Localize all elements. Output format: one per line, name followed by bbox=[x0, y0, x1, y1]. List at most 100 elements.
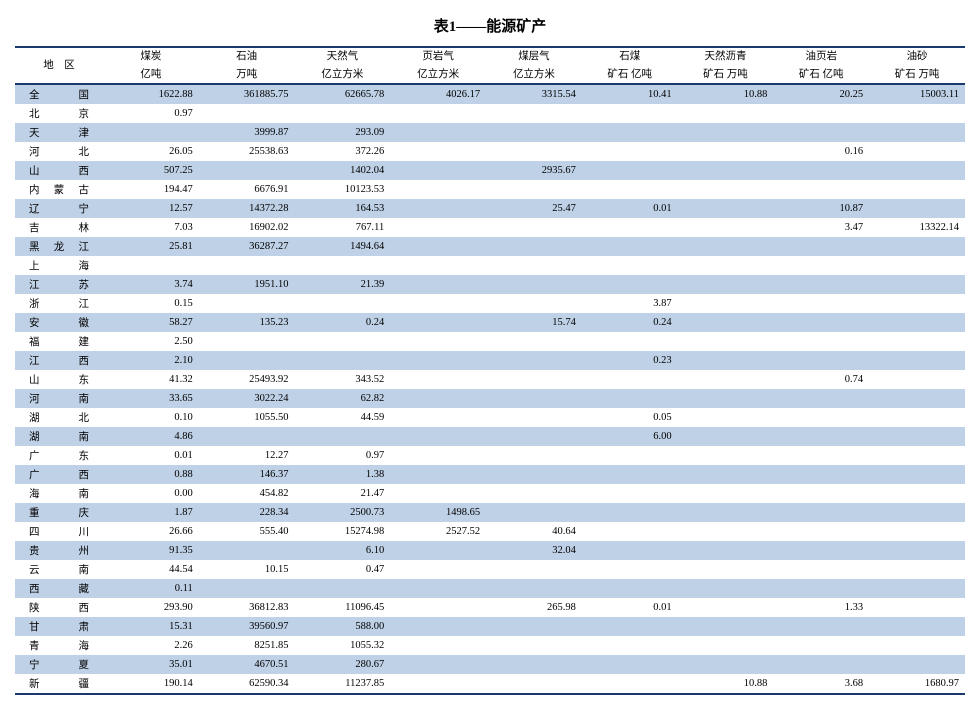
data-cell: 0.88 bbox=[103, 465, 199, 484]
data-cell: 293.09 bbox=[295, 123, 391, 142]
data-cell bbox=[486, 142, 582, 161]
region-cell: 内蒙古 bbox=[15, 180, 103, 199]
region-cell: 贵州 bbox=[15, 541, 103, 560]
data-cell bbox=[869, 104, 965, 123]
region-cell: 广东 bbox=[15, 446, 103, 465]
data-cell bbox=[773, 408, 869, 427]
data-cell bbox=[582, 123, 678, 142]
data-cell bbox=[582, 161, 678, 180]
data-cell bbox=[582, 180, 678, 199]
data-cell: 6.10 bbox=[295, 541, 391, 560]
data-cell bbox=[869, 180, 965, 199]
table-title: 表1——能源矿产 bbox=[15, 15, 965, 36]
data-cell bbox=[869, 142, 965, 161]
region-cell: 天津 bbox=[15, 123, 103, 142]
table-row: 辽宁12.5714372.28164.5325.470.0110.87 bbox=[15, 199, 965, 218]
data-cell: 91.35 bbox=[103, 541, 199, 560]
data-cell: 194.47 bbox=[103, 180, 199, 199]
data-cell: 16902.02 bbox=[199, 218, 295, 237]
data-cell: 26.66 bbox=[103, 522, 199, 541]
region-cell: 重庆 bbox=[15, 503, 103, 522]
data-cell: 14372.28 bbox=[199, 199, 295, 218]
data-cell bbox=[390, 560, 486, 579]
energy-minerals-table: 地 区煤炭石油天然气页岩气煤层气石煤天然沥青油页岩油砂 亿吨万吨亿立方米亿立方米… bbox=[15, 46, 965, 695]
data-cell bbox=[678, 446, 774, 465]
data-cell: 44.54 bbox=[103, 560, 199, 579]
data-cell bbox=[295, 351, 391, 370]
data-cell bbox=[678, 636, 774, 655]
data-cell bbox=[869, 503, 965, 522]
data-cell bbox=[582, 522, 678, 541]
table-row: 黑龙江25.8136287.271494.64 bbox=[15, 237, 965, 256]
data-cell bbox=[678, 427, 774, 446]
region-cell: 四川 bbox=[15, 522, 103, 541]
region-cell: 云南 bbox=[15, 560, 103, 579]
data-cell: 25493.92 bbox=[199, 370, 295, 389]
table-row: 新疆190.1462590.3411237.8510.883.681680.97 bbox=[15, 674, 965, 694]
data-cell bbox=[773, 389, 869, 408]
data-cell: 58.27 bbox=[103, 313, 199, 332]
data-cell bbox=[869, 199, 965, 218]
data-cell: 372.26 bbox=[295, 142, 391, 161]
table-row: 山东41.3225493.92343.520.74 bbox=[15, 370, 965, 389]
col-unit-6: 矿石 亿吨 bbox=[582, 66, 678, 85]
data-cell: 507.25 bbox=[103, 161, 199, 180]
data-cell: 11096.45 bbox=[295, 598, 391, 617]
data-cell bbox=[390, 142, 486, 161]
data-cell: 25.47 bbox=[486, 199, 582, 218]
col-header-3: 天然气 bbox=[295, 47, 391, 66]
col-header-9: 油砂 bbox=[869, 47, 965, 66]
data-cell bbox=[390, 446, 486, 465]
data-cell bbox=[390, 408, 486, 427]
data-cell bbox=[678, 541, 774, 560]
region-cell: 黑龙江 bbox=[15, 237, 103, 256]
data-cell: 7.03 bbox=[103, 218, 199, 237]
data-cell: 588.00 bbox=[295, 617, 391, 636]
data-cell bbox=[486, 389, 582, 408]
region-cell: 宁夏 bbox=[15, 655, 103, 674]
table-body: 全国1622.88361885.7562665.784026.173315.54… bbox=[15, 84, 965, 694]
data-cell: 33.65 bbox=[103, 389, 199, 408]
table-row: 重庆1.87228.342500.731498.65 bbox=[15, 503, 965, 522]
data-cell: 0.10 bbox=[103, 408, 199, 427]
region-cell: 安徽 bbox=[15, 313, 103, 332]
region-cell: 全国 bbox=[15, 84, 103, 104]
data-cell bbox=[869, 427, 965, 446]
data-cell: 4670.51 bbox=[199, 655, 295, 674]
data-cell: 10.15 bbox=[199, 560, 295, 579]
region-cell: 上海 bbox=[15, 256, 103, 275]
data-cell bbox=[869, 560, 965, 579]
data-cell bbox=[678, 294, 774, 313]
table-row: 吉林7.0316902.02767.113.4713322.14 bbox=[15, 218, 965, 237]
data-cell bbox=[199, 579, 295, 598]
region-cell: 江苏 bbox=[15, 275, 103, 294]
data-cell bbox=[678, 389, 774, 408]
data-cell bbox=[582, 389, 678, 408]
data-cell: 40.64 bbox=[486, 522, 582, 541]
data-cell bbox=[869, 313, 965, 332]
data-cell: 190.14 bbox=[103, 674, 199, 694]
data-cell bbox=[390, 237, 486, 256]
data-cell bbox=[486, 275, 582, 294]
data-cell bbox=[773, 427, 869, 446]
data-cell bbox=[103, 256, 199, 275]
data-cell: 41.32 bbox=[103, 370, 199, 389]
data-cell bbox=[773, 541, 869, 560]
region-cell: 陕西 bbox=[15, 598, 103, 617]
data-cell bbox=[773, 446, 869, 465]
data-cell bbox=[582, 617, 678, 636]
data-cell: 0.01 bbox=[103, 446, 199, 465]
data-cell: 0.16 bbox=[773, 142, 869, 161]
data-cell bbox=[678, 218, 774, 237]
table-row: 浙江0.153.87 bbox=[15, 294, 965, 313]
data-cell: 62590.34 bbox=[199, 674, 295, 694]
data-cell bbox=[390, 389, 486, 408]
data-cell: 1055.50 bbox=[199, 408, 295, 427]
data-cell bbox=[486, 256, 582, 275]
data-cell bbox=[582, 275, 678, 294]
data-cell: 3999.87 bbox=[199, 123, 295, 142]
data-cell: 15003.11 bbox=[869, 84, 965, 104]
data-cell: 10.87 bbox=[773, 199, 869, 218]
data-cell: 1.38 bbox=[295, 465, 391, 484]
table-row: 上海 bbox=[15, 256, 965, 275]
